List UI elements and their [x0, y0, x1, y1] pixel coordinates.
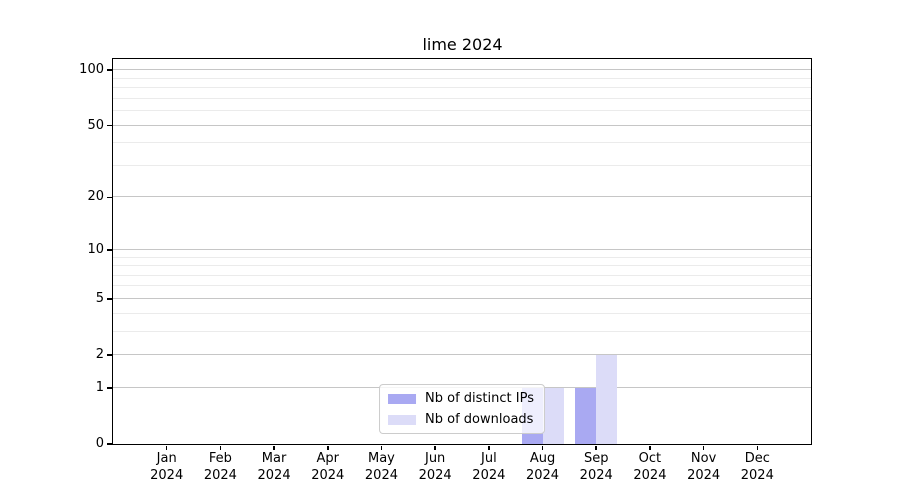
- x-tick-month: Feb: [208, 451, 232, 466]
- major-gridline-10: [113, 248, 811, 250]
- x-tick-mark-mar: [273, 446, 275, 450]
- bar-nb-of-downloads-aug: [542, 387, 564, 444]
- x-tick-year: 2024: [418, 468, 452, 483]
- x-tick-mark-oct: [649, 446, 651, 450]
- x-tick-mark-jul: [488, 446, 490, 450]
- y-tick-mark-1: [107, 387, 112, 389]
- x-tick-mark-jan: [165, 446, 168, 450]
- x-tick-label-jul: Jul 2024: [457, 450, 521, 484]
- minor-gridline-70: [113, 97, 811, 99]
- x-tick-label-aug: Aug 2024: [511, 450, 575, 484]
- x-tick-year: 2024: [525, 468, 560, 483]
- minor-gridline-60: [113, 110, 811, 112]
- x-tick-label-nov: Nov 2024: [672, 450, 736, 484]
- x-tick-month: Jan: [156, 451, 177, 466]
- minor-gridline-80: [113, 87, 811, 89]
- minor-gridline-4: [113, 312, 811, 314]
- x-tick-label-dec: Dec 2024: [725, 450, 789, 484]
- x-tick-month: Oct: [638, 451, 662, 466]
- legend: Nb of distinct IPs Nb of downloads: [379, 384, 545, 434]
- x-tick-month: Aug: [529, 451, 556, 466]
- x-tick-mark-jun: [434, 446, 436, 450]
- minor-gridline-9: [113, 256, 811, 258]
- y-tick-mark-50: [107, 124, 112, 127]
- x-tick-year: 2024: [472, 468, 506, 483]
- x-tick-mark-nov: [702, 446, 705, 450]
- minor-gridline-3: [113, 330, 811, 332]
- legend-label-downloads: Nb of downloads: [425, 412, 534, 427]
- x-tick-year: 2024: [150, 468, 184, 483]
- major-gridline-2: [113, 354, 811, 356]
- x-tick-year: 2024: [311, 468, 345, 483]
- major-gridline-20: [113, 196, 811, 198]
- y-tick-label-5: 5: [95, 290, 104, 306]
- y-tick-label-20: 20: [87, 189, 104, 205]
- major-gridline-100: [113, 69, 811, 71]
- y-tick-label-100: 100: [79, 62, 104, 78]
- x-tick-year: 2024: [740, 468, 774, 483]
- y-tick-label-0: 0: [95, 436, 104, 451]
- x-tick-label-feb: Feb 2024: [188, 450, 252, 484]
- y-tick-label-10: 10: [87, 241, 104, 257]
- x-tick-label-jun: Jun 2024: [403, 450, 467, 484]
- y-tick-mark-2: [107, 354, 112, 356]
- minor-gridline-8: [113, 265, 811, 267]
- plot-area: Nb of distinct IPs Nb of downloads: [112, 58, 812, 445]
- y-tick-mark-100: [107, 69, 112, 71]
- minor-gridline-40: [113, 142, 811, 144]
- x-tick-month: Sep: [583, 451, 609, 466]
- x-tick-mark-dec: [756, 446, 759, 450]
- bar-nb-of-distinct-ips-sep: [575, 387, 597, 444]
- x-tick-month: Apr: [316, 451, 340, 466]
- y-tick-mark-5: [107, 298, 112, 300]
- x-tick-label-mar: Mar 2024: [242, 450, 306, 484]
- major-gridline-5: [113, 297, 811, 299]
- x-tick-year: 2024: [633, 468, 667, 483]
- y-tick-label-2: 2: [95, 347, 104, 363]
- major-gridline-50: [113, 124, 811, 126]
- y-tick-mark-20: [107, 196, 112, 199]
- x-tick-mark-may: [380, 446, 383, 450]
- minor-gridline-90: [113, 77, 811, 79]
- x-tick-label-jan: Jan 2024: [135, 450, 199, 484]
- chart-title: lime 2024: [422, 35, 503, 54]
- x-tick-year: 2024: [579, 468, 613, 483]
- minor-gridline-7: [113, 274, 811, 276]
- legend-item-distinct-ips: Nb of distinct IPs: [388, 391, 534, 406]
- minor-gridline-6: [113, 285, 811, 287]
- x-tick-mark-aug: [541, 446, 544, 450]
- x-tick-month: May: [368, 451, 395, 466]
- y-tick-label-1: 1: [95, 379, 104, 395]
- legend-swatch-distinct-ips: [388, 393, 417, 404]
- x-tick-month: Jul: [481, 451, 497, 466]
- x-tick-year: 2024: [687, 468, 721, 483]
- x-tick-label-oct: Oct 2024: [618, 450, 682, 484]
- x-tick-mark-feb: [219, 446, 222, 450]
- x-tick-year: 2024: [364, 468, 398, 483]
- x-tick-month: Mar: [261, 451, 287, 466]
- x-tick-mark-apr: [327, 446, 329, 450]
- x-tick-label-apr: Apr 2024: [296, 450, 360, 484]
- legend-swatch-downloads: [388, 414, 417, 425]
- x-tick-month: Jun: [424, 451, 446, 466]
- x-tick-month: Nov: [690, 451, 717, 466]
- bar-nb-of-downloads-sep: [596, 355, 618, 444]
- y-tick-label-50: 50: [87, 117, 104, 133]
- x-tick-month: Dec: [744, 451, 770, 466]
- minor-gridline-30: [113, 164, 811, 166]
- legend-label-distinct-ips: Nb of distinct IPs: [425, 391, 534, 406]
- x-tick-label-sep: Sep 2024: [564, 450, 628, 484]
- y-tick-mark-0: [107, 443, 112, 445]
- x-tick-year: 2024: [203, 468, 237, 483]
- x-tick-mark-sep: [595, 446, 597, 450]
- x-tick-year: 2024: [257, 468, 291, 483]
- x-tick-label-may: May 2024: [349, 450, 413, 484]
- y-tick-mark-10: [107, 249, 112, 251]
- legend-item-downloads: Nb of downloads: [388, 412, 534, 427]
